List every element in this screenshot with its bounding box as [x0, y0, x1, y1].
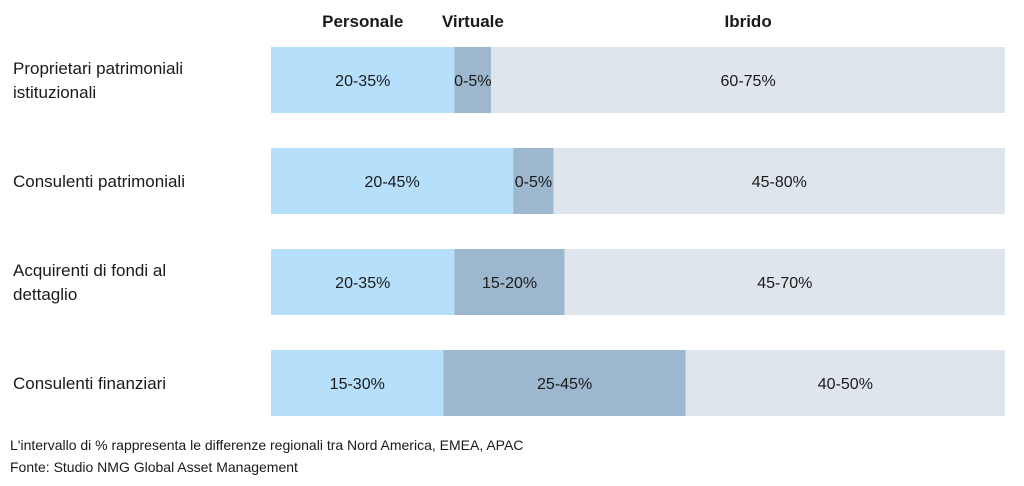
category-label-1-line-2: istituzionali	[13, 83, 96, 102]
source-footnote: Fonte: Studio NMG Global Asset Managemen…	[10, 459, 298, 475]
data-label-personale-3: 20-35%	[335, 275, 390, 292]
bar-personale-4	[271, 350, 444, 416]
bar-ibrido-3	[564, 249, 1005, 315]
bar-virtuale-2	[513, 148, 554, 214]
category-label-2: Consulenti patrimoniali	[13, 172, 185, 191]
bar-personale-2	[271, 148, 514, 214]
category-label-3-line-2: dettaglio	[13, 285, 77, 304]
data-label-ibrido-4: 40-50%	[818, 376, 873, 393]
data-label-ibrido-3: 45-70%	[757, 275, 812, 292]
header-personale: Personale	[322, 12, 403, 31]
data-label-ibrido-2: 45-80%	[752, 174, 807, 191]
bar-ibrido-1	[491, 47, 1005, 113]
category-label-1-line-1: Proprietari patrimoniali	[13, 59, 183, 78]
data-label-virtuale-2: 0-5%	[515, 174, 552, 191]
bar-personale-1	[271, 47, 455, 113]
bar-virtuale-3	[454, 249, 565, 315]
data-label-ibrido-1: 60-75%	[721, 73, 776, 90]
bar-ibrido-2	[553, 148, 1005, 214]
data-label-personale-4: 15-30%	[330, 376, 385, 393]
bar-personale-3	[271, 249, 455, 315]
bar-ibrido-4	[685, 350, 1005, 416]
data-label-virtuale-4: 25-45%	[537, 376, 592, 393]
bar-virtuale-1	[454, 47, 492, 113]
data-label-personale-2: 20-45%	[365, 174, 420, 191]
data-label-personale-1: 20-35%	[335, 73, 390, 90]
bar-virtuale-4	[443, 350, 686, 416]
data-label-virtuale-3: 15-20%	[482, 275, 537, 292]
data-label-virtuale-1: 0-5%	[454, 73, 491, 90]
category-label-4: Consulenti finanziari	[13, 374, 166, 393]
header-virtuale: Virtuale	[442, 12, 504, 31]
category-label-3-line-1: Acquirenti di fondi al	[13, 261, 166, 280]
range-footnote: L'intervallo di % rappresenta le differe…	[10, 437, 524, 453]
header-ibrido: Ibrido	[724, 12, 771, 31]
